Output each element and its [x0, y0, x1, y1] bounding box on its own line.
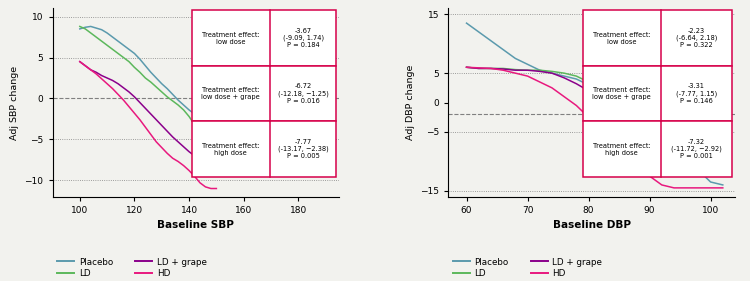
Text: Treatment effect:
low dose + grape: Treatment effect: low dose + grape [592, 87, 651, 100]
Bar [191, 121, 337, 177]
Bar [583, 66, 732, 121]
X-axis label: Baseline SBP: Baseline SBP [158, 220, 234, 230]
Text: -3.31
(-7.77, 1.15)
P = 0.146: -3.31 (-7.77, 1.15) P = 0.146 [676, 83, 717, 104]
X-axis label: Baseline DBP: Baseline DBP [553, 220, 631, 230]
Text: Treatment effect:
high dose: Treatment effect: high dose [593, 143, 651, 156]
Text: Treatment effect:
low dose: Treatment effect: low dose [593, 31, 651, 45]
Legend: Placebo, LD, LD + grape, HD: Placebo, LD, LD + grape, HD [57, 258, 206, 278]
Text: -7.77
(-13.17, −2.38)
P = 0.005: -7.77 (-13.17, −2.38) P = 0.005 [278, 139, 328, 159]
Text: -2.23
(-6.64, 2.18)
P = 0.322: -2.23 (-6.64, 2.18) P = 0.322 [676, 28, 717, 48]
Text: Treatment effect:
low dose: Treatment effect: low dose [202, 31, 260, 45]
Text: -7.32
(-11.72, −2.92)
P = 0.001: -7.32 (-11.72, −2.92) P = 0.001 [671, 139, 722, 159]
Text: Treatment effect:
high dose: Treatment effect: high dose [202, 143, 260, 156]
Text: Treatment effect:
low dose + grape: Treatment effect: low dose + grape [201, 87, 260, 100]
Text: -3.67
(-9.09, 1.74)
P = 0.184: -3.67 (-9.09, 1.74) P = 0.184 [283, 28, 324, 48]
Bar [191, 66, 337, 121]
Y-axis label: Adj SBP change: Adj SBP change [10, 65, 19, 140]
Bar [583, 121, 732, 177]
Y-axis label: Adj DBP change: Adj DBP change [406, 65, 415, 140]
Text: -6.72
(-12.18, −1.25)
P = 0.016: -6.72 (-12.18, −1.25) P = 0.016 [278, 83, 328, 104]
Bar [191, 10, 337, 66]
Legend: Placebo, LD, LD + grape, HD: Placebo, LD, LD + grape, HD [452, 258, 602, 278]
Bar [583, 10, 732, 66]
